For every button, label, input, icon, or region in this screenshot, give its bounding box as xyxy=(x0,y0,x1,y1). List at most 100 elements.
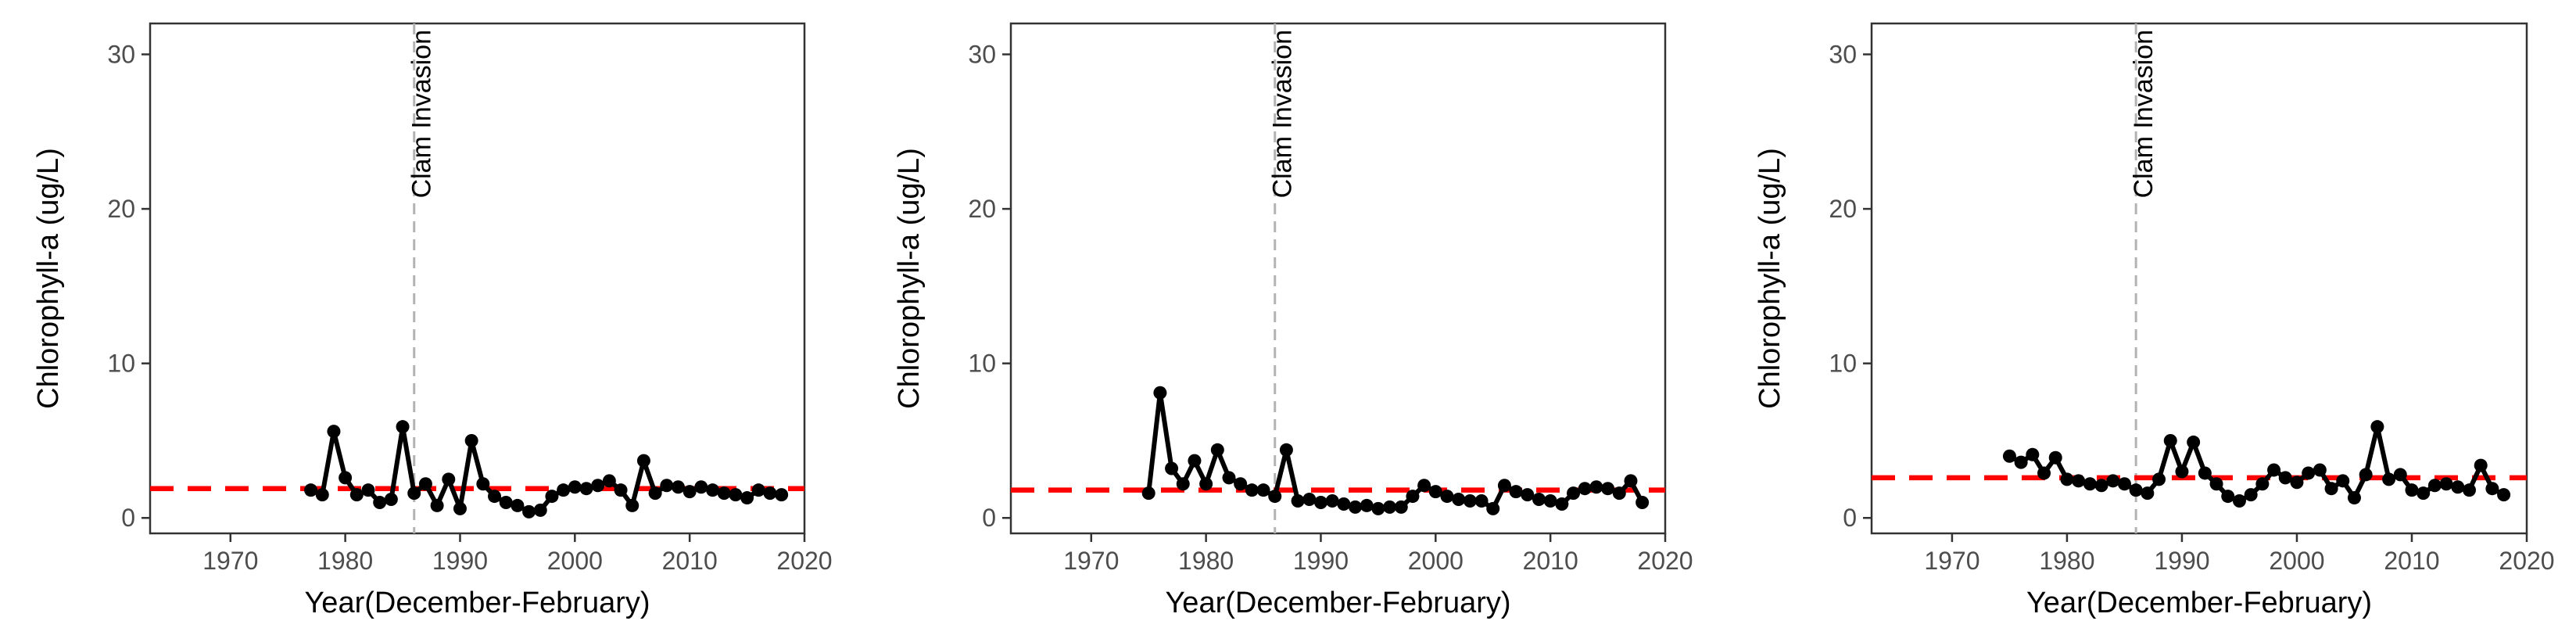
data-point xyxy=(2462,483,2476,497)
y-tick-label: 20 xyxy=(1829,195,1857,223)
data-point xyxy=(545,490,559,504)
data-point xyxy=(2175,465,2189,479)
data-point xyxy=(671,480,685,494)
data-point xyxy=(1463,494,1477,508)
data-point xyxy=(2094,479,2108,493)
data-point xyxy=(2106,474,2120,488)
chart-panel-3: 0 10 20 30 1970 1980 1990 2000 2010 2020 Year(Dece… xyxy=(1754,22,2555,619)
x-tick-label: 1970 xyxy=(202,547,258,575)
data-point xyxy=(499,495,513,509)
data-point xyxy=(418,477,432,491)
data-point xyxy=(2347,491,2361,505)
data-point xyxy=(1360,498,1374,512)
x-tick-label: 1980 xyxy=(2039,547,2094,575)
data-point xyxy=(2014,455,2028,469)
y-axis-title: Chlorophyll-a (ug/L) xyxy=(893,148,926,409)
data-point xyxy=(636,454,650,468)
data-point xyxy=(1543,494,1557,508)
data-point xyxy=(614,483,628,497)
data-point xyxy=(2405,483,2419,497)
data-point xyxy=(2232,494,2246,508)
data-point xyxy=(1497,479,1511,493)
data-point xyxy=(2417,486,2431,501)
data-point xyxy=(1153,386,1167,400)
series-line xyxy=(2007,424,2506,504)
data-point xyxy=(751,483,765,497)
clam-invasion-label: Clam Invasion xyxy=(407,30,437,198)
data-point xyxy=(2072,474,2086,488)
data-point xyxy=(464,433,478,447)
data-point xyxy=(2370,420,2384,434)
data-point xyxy=(2129,483,2143,497)
data-point xyxy=(522,504,536,519)
data-point xyxy=(1417,479,1431,493)
data-point xyxy=(579,482,593,496)
data-point xyxy=(763,486,777,501)
plot-frame xyxy=(1870,22,2528,535)
data-point xyxy=(1601,482,1615,496)
x-tick-label: 2020 xyxy=(776,547,832,575)
data-point xyxy=(694,480,708,494)
clam-invasion-label: Clam Invasion xyxy=(2129,30,2159,198)
data-point xyxy=(2290,475,2304,490)
y-tick-label: 10 xyxy=(107,350,135,378)
data-point xyxy=(2451,480,2465,494)
y-tick-label: 20 xyxy=(968,195,996,223)
data-point xyxy=(2359,468,2373,482)
data-point xyxy=(2427,479,2442,493)
data-point xyxy=(453,501,467,515)
x-axis-title: Year(December-February) xyxy=(304,587,650,619)
data-point xyxy=(568,480,582,494)
y-tick-label: 30 xyxy=(1829,41,1857,69)
data-point xyxy=(2302,466,2316,480)
data-point xyxy=(339,471,353,485)
data-point xyxy=(740,491,754,505)
data-point xyxy=(384,493,398,507)
data-point xyxy=(2060,472,2074,486)
data-point xyxy=(1279,443,1293,457)
data-point xyxy=(1234,477,1248,491)
data-point xyxy=(1222,471,1236,485)
data-point xyxy=(2278,471,2292,485)
clam-invasion-label: Clam Invasion xyxy=(1268,30,1298,198)
data-point xyxy=(660,479,674,493)
data-point xyxy=(1245,483,1259,497)
data-point xyxy=(2255,477,2270,491)
data-point xyxy=(2026,447,2040,461)
data-point xyxy=(533,503,547,517)
x-tick-label: 2000 xyxy=(2269,547,2324,575)
x-axis-title: Year(December-February) xyxy=(1165,587,1510,619)
data-point xyxy=(2244,488,2258,502)
data-point xyxy=(1555,497,1569,511)
data-point xyxy=(1188,454,1202,468)
data-point xyxy=(1337,497,1351,511)
x-tick-label: 2010 xyxy=(1523,547,1578,575)
data-point xyxy=(775,488,789,502)
x-tick-label: 2020 xyxy=(1637,547,1693,575)
data-point xyxy=(2485,482,2499,496)
y-tick-label: 0 xyxy=(1843,504,1857,532)
y-tick-label: 20 xyxy=(107,195,135,223)
x-tick-label: 1970 xyxy=(1924,547,1979,575)
x-tick-label: 1990 xyxy=(432,547,488,575)
data-point xyxy=(373,495,387,509)
data-point xyxy=(396,420,410,434)
data-point xyxy=(2393,468,2407,482)
data-point xyxy=(1624,474,1638,488)
x-tick-label: 2010 xyxy=(662,547,718,575)
data-point xyxy=(1291,494,1305,508)
data-point xyxy=(2117,477,2131,491)
data-point xyxy=(1452,493,1466,507)
y-tick-label: 30 xyxy=(968,41,996,69)
data-point xyxy=(2324,482,2338,496)
data-point xyxy=(315,488,329,502)
data-point xyxy=(2141,486,2155,501)
data-point xyxy=(625,498,640,512)
data-point xyxy=(1141,486,1155,501)
data-point xyxy=(1521,488,1535,502)
data-point xyxy=(591,479,605,493)
chart-panel-2: 0 10 20 30 1970 1980 1990 2000 2010 2020 Year(Dece… xyxy=(893,22,1693,619)
y-axis-title: Chlorophyll-a (ug/L) xyxy=(1754,148,1786,409)
data-point xyxy=(2267,463,2281,477)
